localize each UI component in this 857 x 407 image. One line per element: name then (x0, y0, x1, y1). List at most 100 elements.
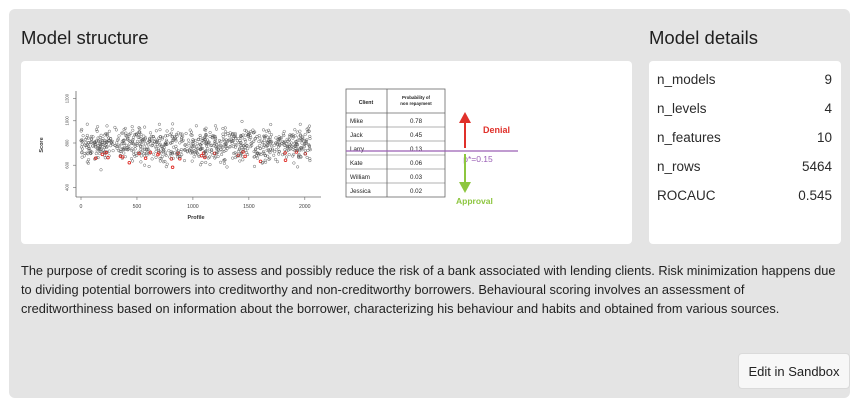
scatter-point (256, 145, 260, 149)
denial-arrow: Denial (459, 112, 510, 148)
scatter-point (266, 143, 270, 147)
scatter-point (223, 158, 227, 162)
scatter-point (224, 142, 228, 146)
scatter-point (174, 132, 179, 137)
scatter-point (298, 134, 303, 138)
scatter-point (161, 150, 165, 154)
scatter-point (209, 148, 214, 152)
scatter-point (231, 145, 236, 149)
scatter-point (130, 147, 134, 151)
scatter-point (293, 148, 297, 153)
scatter-point (307, 143, 311, 147)
scatter-point (97, 142, 101, 146)
scatter-point (214, 146, 219, 151)
scatter-point (221, 138, 226, 142)
scatter-point (83, 137, 88, 141)
scatter-point (91, 135, 95, 139)
scatter-point (230, 139, 234, 143)
scatter-point (170, 141, 174, 145)
scatter-point (94, 139, 98, 143)
scatter-y-axis-label: Score (39, 137, 45, 152)
scatter-point (80, 127, 84, 131)
scatter-point (103, 141, 107, 145)
scatter-point (174, 139, 178, 143)
x-tick-label: 1500 (243, 204, 255, 210)
scatter-point (118, 153, 123, 157)
model-structure-image: 400 600 800 1000 1200 0 500 1000 1500 2000 Score… (21, 61, 632, 244)
scatter-point (243, 146, 247, 150)
scatter-point (158, 135, 163, 139)
scatter-point-highlight (148, 150, 153, 155)
scatter-point (187, 148, 191, 152)
scatter-point (192, 139, 196, 143)
scatter-point (109, 137, 113, 141)
scatter-point (180, 136, 184, 140)
table-cell-probability: 0.06 (410, 160, 423, 167)
scatter-point (141, 148, 145, 152)
y-tick-label: 400 (65, 183, 70, 191)
scatter-point (303, 132, 307, 137)
scatter-point (243, 143, 247, 147)
scatter-point (105, 132, 109, 136)
scatter-point (99, 133, 103, 137)
scatter-point (203, 141, 207, 145)
scatter-point (307, 143, 311, 148)
scatter-point (258, 143, 262, 147)
scatter-point (97, 139, 101, 143)
scatter-point (133, 142, 137, 146)
scatter-point (157, 148, 161, 152)
scatter-point (206, 147, 210, 151)
scatter-point (124, 147, 128, 151)
scatter-point (274, 141, 278, 145)
scatter-point (119, 147, 123, 151)
scatter-point (150, 144, 154, 148)
scatter-point (253, 130, 257, 134)
scatter-point (285, 155, 289, 159)
scatter-point (87, 158, 91, 162)
scatter-point (140, 139, 144, 143)
scatter-point (105, 140, 109, 144)
scatter-point (273, 150, 277, 154)
scatter-point (195, 151, 199, 155)
scatter-point (95, 149, 99, 153)
scatter-point (187, 141, 191, 146)
scatter-point (268, 139, 272, 143)
scatter-point (295, 130, 299, 134)
scatter-point (143, 136, 148, 140)
scatter-point (199, 147, 203, 151)
scatter-point-highlight (241, 150, 245, 154)
scatter-point (180, 153, 184, 157)
scatter-point (183, 143, 187, 147)
scatter-point (169, 141, 173, 145)
scatter-point (117, 149, 121, 153)
scatter-point (243, 138, 247, 142)
scatter-point (298, 138, 302, 142)
scatter-point (305, 155, 309, 159)
scatter-point (295, 139, 299, 143)
scatter-point (228, 144, 232, 149)
y-tick-label: 1000 (65, 115, 70, 125)
scatter-point (277, 152, 281, 156)
table-cell-probability: 0.45 (410, 132, 423, 139)
scatter-point (181, 138, 185, 142)
scatter-point (227, 138, 231, 142)
scatter-point (299, 146, 303, 150)
detail-row-rocauc: ROCAUC 0.545 (657, 185, 832, 205)
scatter-point (229, 140, 233, 144)
scatter-point (151, 143, 155, 147)
edit-in-sandbox-button[interactable]: Edit in Sandbox (738, 353, 850, 389)
scatter-point (94, 145, 98, 149)
scatter-point (137, 130, 141, 134)
scatter-point (176, 131, 180, 135)
scatter-point (130, 148, 134, 152)
scatter-point (171, 122, 175, 126)
scatter-point (147, 143, 151, 147)
scatter-point (298, 122, 302, 126)
scatter-point (220, 144, 224, 148)
scatter-point (170, 127, 174, 131)
scatter-point (240, 119, 244, 123)
scatter-point (105, 144, 109, 148)
scatter-point (85, 122, 89, 126)
scatter-point (274, 136, 278, 140)
scatter-point (278, 144, 282, 148)
